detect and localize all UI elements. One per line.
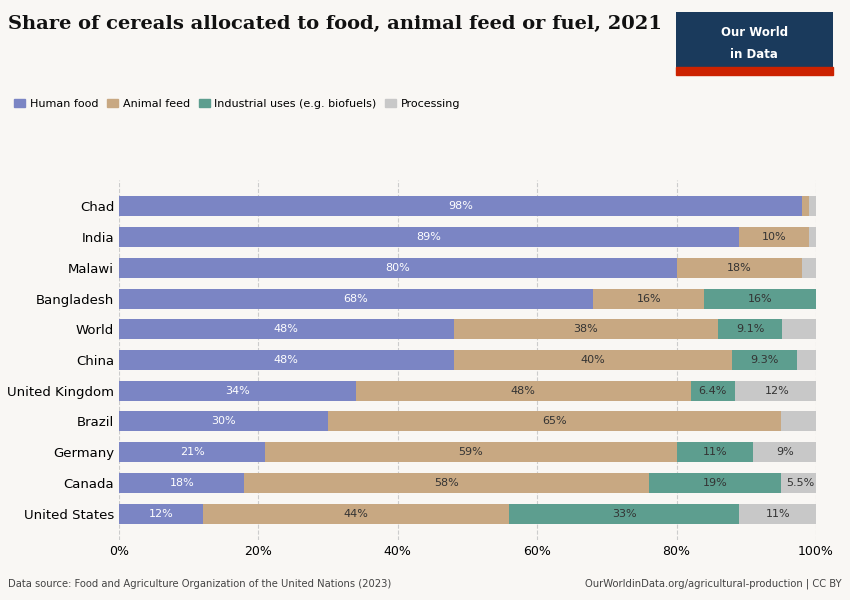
Text: 16%: 16%: [748, 293, 773, 304]
Text: Share of cereals allocated to food, animal feed or fuel, 2021: Share of cereals allocated to food, anim…: [8, 15, 662, 33]
Bar: [245, 473, 649, 493]
Bar: [202, 503, 509, 524]
Bar: [705, 289, 816, 308]
Bar: [802, 258, 816, 278]
Bar: [797, 350, 816, 370]
Text: 48%: 48%: [274, 324, 298, 334]
Bar: [677, 442, 753, 462]
Bar: [356, 381, 690, 401]
Text: 11%: 11%: [765, 509, 790, 518]
Text: 30%: 30%: [212, 416, 235, 427]
Text: 98%: 98%: [448, 202, 473, 211]
Text: 9.3%: 9.3%: [751, 355, 779, 365]
Bar: [593, 289, 705, 308]
Text: 9.1%: 9.1%: [736, 324, 764, 334]
Bar: [753, 442, 816, 462]
Bar: [677, 258, 802, 278]
Bar: [119, 381, 356, 401]
Bar: [265, 442, 677, 462]
Text: 19%: 19%: [703, 478, 728, 488]
Bar: [119, 319, 454, 339]
Bar: [740, 503, 816, 524]
Text: 18%: 18%: [727, 263, 751, 273]
Text: Our World: Our World: [721, 26, 788, 38]
Text: 58%: 58%: [434, 478, 459, 488]
Text: 12%: 12%: [765, 386, 790, 396]
Bar: [809, 227, 816, 247]
Bar: [454, 350, 733, 370]
Bar: [119, 473, 245, 493]
Bar: [119, 258, 677, 278]
Bar: [740, 227, 809, 247]
Text: 68%: 68%: [343, 293, 368, 304]
Bar: [676, 67, 833, 75]
Bar: [119, 196, 802, 217]
Bar: [119, 412, 328, 431]
Text: 80%: 80%: [385, 263, 411, 273]
Text: in Data: in Data: [730, 49, 779, 61]
Text: 9%: 9%: [776, 447, 794, 457]
Text: 38%: 38%: [574, 324, 598, 334]
Text: 11%: 11%: [703, 447, 728, 457]
Bar: [509, 503, 740, 524]
Text: 89%: 89%: [416, 232, 442, 242]
Text: 59%: 59%: [459, 447, 484, 457]
Bar: [119, 442, 265, 462]
Bar: [809, 196, 816, 217]
Legend: Human food, Animal feed, Industrial uses (e.g. biofuels), Processing: Human food, Animal feed, Industrial uses…: [14, 98, 461, 109]
Text: 40%: 40%: [581, 355, 605, 365]
Text: 16%: 16%: [637, 293, 661, 304]
Text: Data source: Food and Agriculture Organization of the United Nations (2023): Data source: Food and Agriculture Organi…: [8, 579, 392, 589]
Text: 44%: 44%: [343, 509, 368, 518]
Text: 18%: 18%: [169, 478, 194, 488]
Text: 65%: 65%: [542, 416, 567, 427]
Text: 21%: 21%: [180, 447, 205, 457]
Text: 5.5%: 5.5%: [786, 478, 814, 488]
Bar: [649, 473, 781, 493]
Text: 33%: 33%: [612, 509, 637, 518]
Bar: [454, 319, 718, 339]
Bar: [119, 350, 454, 370]
Bar: [119, 227, 740, 247]
Text: 48%: 48%: [511, 386, 536, 396]
Text: 34%: 34%: [225, 386, 250, 396]
Bar: [718, 319, 782, 339]
Bar: [690, 381, 735, 401]
Bar: [782, 319, 816, 339]
Bar: [119, 503, 202, 524]
Bar: [733, 350, 797, 370]
Bar: [119, 289, 593, 308]
Bar: [735, 381, 819, 401]
Text: 12%: 12%: [149, 509, 173, 518]
Bar: [781, 473, 819, 493]
Text: OurWorldinData.org/agricultural-production | CC BY: OurWorldinData.org/agricultural-producti…: [585, 578, 842, 589]
Text: 48%: 48%: [274, 355, 298, 365]
Bar: [781, 412, 816, 431]
Text: 10%: 10%: [762, 232, 786, 242]
Bar: [802, 196, 809, 217]
Bar: [328, 412, 781, 431]
Text: 6.4%: 6.4%: [699, 386, 727, 396]
